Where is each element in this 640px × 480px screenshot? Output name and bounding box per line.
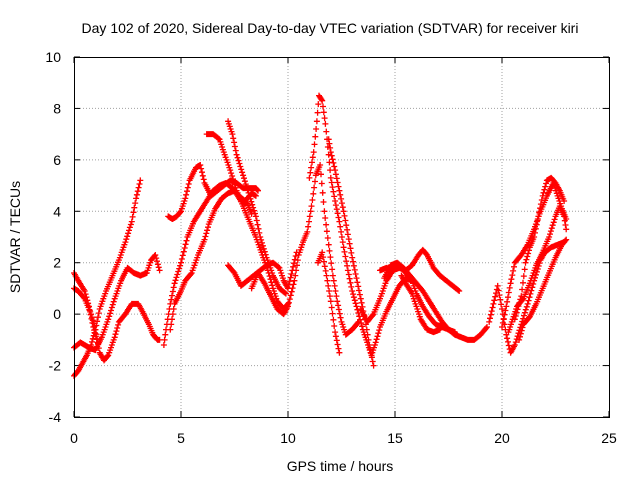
satellite-track-11 (248, 162, 362, 338)
x-tick-label: 15 (387, 430, 403, 446)
x-tick-label: 20 (494, 430, 510, 446)
x-tick-label: 0 (70, 430, 78, 446)
plot-frame (74, 57, 610, 418)
satellite-track-22-markers (511, 174, 568, 323)
satellite-track-18-markers (398, 272, 443, 336)
y-tick-label: 6 (53, 152, 61, 168)
y-axis-label: SDTVAR / TECUs (7, 181, 23, 293)
satellite-track-13-markers (325, 136, 377, 369)
y-tick-label: 2 (53, 255, 61, 271)
y-tick-labels: -4 -2 0 2 4 6 8 10 (45, 49, 61, 425)
chart-title: Day 102 of 2020, Sidereal Day-to-day VTE… (82, 20, 579, 36)
satellite-track-10 (225, 249, 300, 292)
satellite-track-14-markers (315, 249, 343, 356)
satellite-track-15 (357, 262, 490, 343)
satellite-track-15-markers (357, 262, 490, 343)
x-tick-label: 10 (280, 430, 296, 446)
satellite-track-9-markers (225, 118, 289, 297)
satellite-track-3 (71, 177, 144, 379)
satellite-track-7 (165, 162, 261, 222)
y-tick-label: 4 (53, 203, 61, 219)
satellite-track-22 (511, 174, 568, 323)
satellite-track-14 (315, 249, 343, 356)
x-axis-label: GPS time / hours (287, 458, 394, 474)
satellite-track-17-markers (377, 246, 463, 294)
satellite-track-8 (203, 131, 291, 312)
y-tick-label: -4 (49, 409, 62, 425)
satellite-track-12-markers (306, 92, 416, 359)
satellite-track-13 (325, 136, 377, 369)
y-tick-label: -2 (49, 358, 62, 374)
x-tick-label: 5 (177, 430, 185, 446)
satellite-track-23-markers (516, 236, 570, 343)
x-tick-labels: 0 5 10 15 20 25 (70, 430, 617, 446)
satellite-track-23 (516, 236, 570, 343)
satellite-track-11-markers (248, 162, 362, 338)
satellite-track-8-markers (203, 131, 291, 312)
data-series (71, 92, 570, 379)
satellite-track-18 (398, 272, 443, 336)
satellite-track-12 (306, 92, 416, 359)
satellite-track-17 (377, 246, 463, 294)
y-tick-label: 8 (53, 100, 61, 116)
satellite-track-9 (225, 118, 289, 297)
satellite-track-7-markers (165, 162, 261, 222)
satellite-track-3-markers (71, 177, 144, 379)
y-tick-label: 0 (53, 306, 61, 322)
satellite-track-10-markers (225, 249, 300, 292)
x-tick-label: 25 (601, 430, 617, 446)
y-tick-label: 10 (45, 49, 61, 65)
